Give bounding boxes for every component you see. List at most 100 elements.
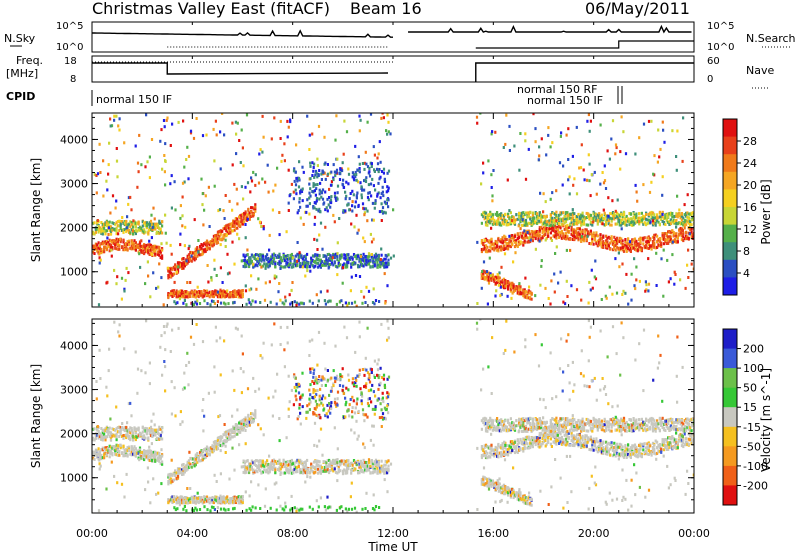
velocity-cell [127, 449, 131, 453]
power-cell [313, 201, 316, 205]
power-cell [646, 246, 649, 250]
power-cell [570, 221, 573, 225]
power-cell [529, 238, 532, 242]
power-cell [174, 268, 177, 272]
power-cell [113, 268, 116, 272]
power-cell [633, 257, 636, 261]
power-cell [624, 217, 627, 221]
power-cell [275, 275, 278, 279]
power-cell [368, 258, 371, 262]
power-cell [523, 223, 526, 227]
power-cell [349, 289, 352, 293]
velocity-cell [148, 455, 151, 458]
power-cell [562, 211, 565, 215]
velocity-cell [104, 427, 107, 431]
freq-label: Freq. [16, 54, 43, 67]
velocity-cell [129, 437, 132, 441]
power-cell [126, 215, 129, 219]
velocity-cell [93, 427, 96, 431]
power-cell [239, 290, 242, 294]
power-cell [101, 242, 104, 246]
power-cell [115, 229, 118, 233]
power-cell [312, 166, 315, 169]
power-cell [564, 302, 567, 306]
power-cell [213, 258, 216, 262]
power-data [92, 113, 694, 307]
power-cell [115, 237, 118, 241]
power-cell [496, 281, 499, 285]
power-cell [602, 208, 605, 212]
power-cell [215, 236, 218, 240]
power-cell [145, 221, 148, 225]
power-cell [203, 248, 206, 252]
power-cell [551, 225, 554, 229]
power-cell [373, 206, 376, 210]
velocity-cell [129, 426, 132, 430]
power-cell [613, 235, 616, 239]
power-cell [159, 231, 162, 235]
power-cell [595, 212, 598, 216]
power-cell [609, 241, 612, 245]
power-cell [219, 167, 222, 171]
power-cell [302, 302, 305, 306]
power-cell [241, 212, 244, 216]
power-cell [384, 253, 387, 257]
velocity-cell [134, 427, 137, 431]
power-cell [635, 239, 638, 243]
power-cell [145, 247, 148, 251]
power-cell [231, 208, 234, 212]
power-cell [348, 256, 351, 260]
power-cell [272, 252, 276, 256]
power-cell [511, 215, 514, 219]
velocity-cell [126, 432, 129, 436]
freq-panel: Freq. [MHz] 18 8 60 0 Nave [6, 54, 774, 89]
power-cell [223, 227, 226, 231]
power-cell [130, 239, 133, 243]
velocity-cell [159, 456, 162, 459]
power-cell [261, 264, 264, 268]
power-cell [325, 260, 328, 264]
power-cell [537, 231, 540, 234]
power-cell [331, 256, 334, 260]
power-cell [122, 228, 125, 231]
power-cell [658, 240, 661, 243]
velocity-cell [154, 431, 157, 435]
velocity-cell [140, 451, 143, 454]
power-cell [567, 178, 570, 182]
power-cell [501, 239, 504, 243]
power-cell [536, 221, 539, 225]
power-cell [197, 290, 200, 294]
power-cell [489, 218, 492, 222]
power-cell [108, 238, 111, 242]
power-cell [491, 277, 494, 281]
power-cell [305, 204, 308, 208]
power-cell [244, 236, 247, 240]
power-cell [501, 282, 504, 286]
power-cell [174, 208, 177, 212]
power-cell [175, 289, 178, 293]
power-cell [117, 124, 120, 128]
power-cell [541, 236, 544, 240]
velocity-cell [250, 421, 253, 424]
power-cell [329, 183, 333, 187]
power-cell [649, 211, 652, 215]
power-cell [593, 214, 597, 218]
power-cell [254, 207, 257, 211]
power-cell [319, 261, 322, 265]
power-cell [205, 244, 209, 247]
power-cell [148, 249, 151, 252]
power-cell [520, 234, 523, 238]
power-cell [487, 279, 490, 282]
power-cell [538, 234, 541, 238]
power-cell [540, 238, 543, 242]
power-cell [631, 238, 634, 242]
power-cell [558, 236, 561, 239]
power-cell [569, 216, 572, 220]
power-cell [166, 266, 169, 270]
power-cell [590, 268, 593, 272]
power-cell [208, 290, 211, 294]
power-cell [351, 209, 354, 213]
power-cell [569, 212, 572, 216]
power-cell [212, 243, 215, 247]
velocity-cell [108, 444, 111, 448]
